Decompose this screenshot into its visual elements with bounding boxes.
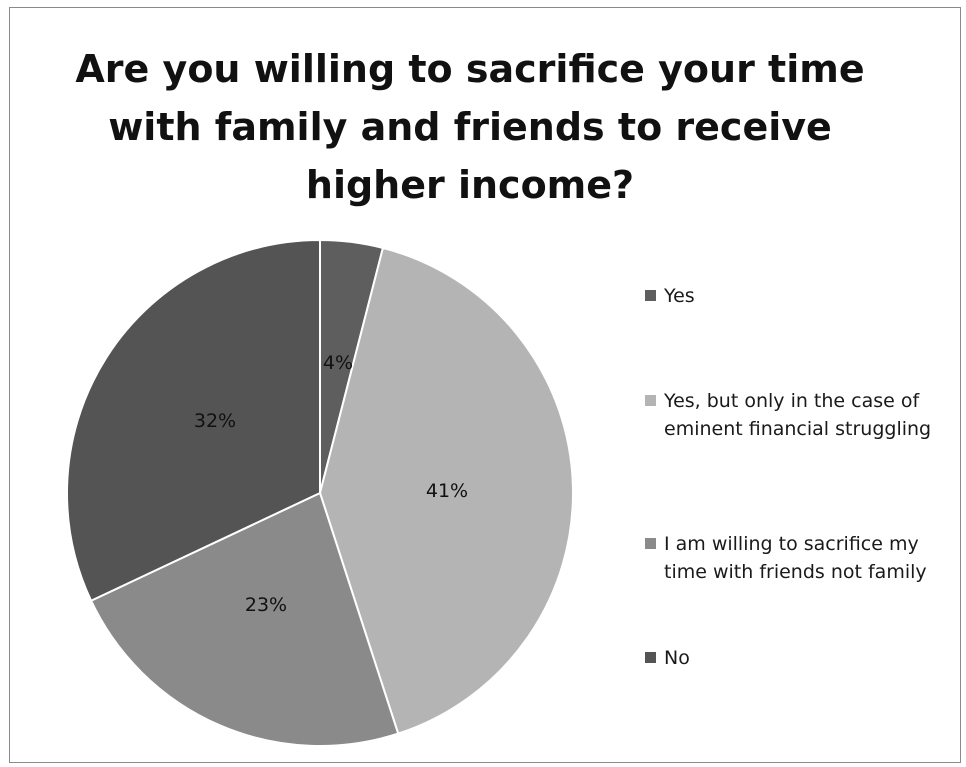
legend-swatch: [645, 395, 656, 406]
legend-swatch: [645, 652, 656, 663]
chart-title: Are you willing to sacrifice your time w…: [75, 47, 865, 207]
pie-slice-3: [89, 491, 400, 747]
legend-item-4: No: [645, 644, 960, 672]
pie-slice-4: [66, 238, 321, 603]
pie-slice-2: [318, 246, 574, 735]
legend-item-3: I am willing to sacrifice my time with f…: [645, 530, 960, 586]
legend-label: No: [664, 647, 690, 669]
legend-item-1: Yes: [645, 282, 960, 310]
legend-swatch: [645, 290, 656, 301]
slice-data-label-2: 41%: [426, 480, 468, 502]
legend-label: I am willing to sacrifice my time with f…: [664, 533, 927, 583]
slice-data-label-3: 23%: [245, 594, 287, 616]
slice-data-label-4: 32%: [194, 410, 236, 432]
slice-data-label-1: 4%: [323, 352, 353, 374]
legend-swatch: [645, 538, 656, 549]
legend-label: Yes: [664, 285, 695, 307]
legend-item-2: Yes, but only in the case of eminent fin…: [645, 387, 960, 443]
legend-label: Yes, but only in the case of eminent fin…: [664, 390, 932, 440]
